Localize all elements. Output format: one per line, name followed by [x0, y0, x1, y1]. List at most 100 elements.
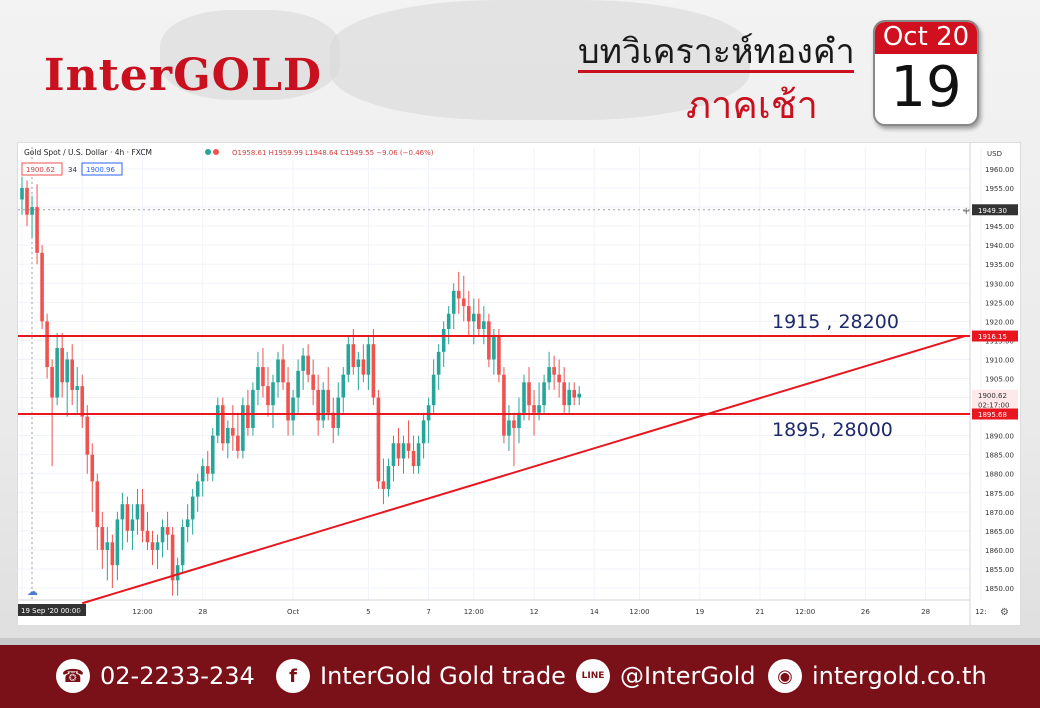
page-subtitle: ภาคเช้า	[686, 85, 818, 127]
x-tick-label: 12:	[975, 608, 986, 616]
candle-body	[356, 359, 361, 368]
price-label: 1900.62	[978, 392, 1007, 400]
y-tick-label: 1930.00	[985, 280, 1014, 288]
calendar-date-badge: Oct 20 19	[873, 20, 979, 126]
candle-body	[175, 565, 180, 581]
x-tick-label: 23	[78, 608, 87, 616]
line-id: @InterGold	[620, 662, 756, 690]
candle-body	[205, 466, 210, 474]
y-tick-label: 1955.00	[985, 185, 1014, 193]
market-status-icon	[213, 149, 219, 155]
candle-body	[286, 382, 290, 421]
candle-body	[291, 397, 295, 421]
candle-body	[90, 454, 95, 482]
candle-body	[381, 481, 386, 489]
candle-body	[562, 382, 566, 406]
y-tick-label: 1920.00	[985, 318, 1014, 326]
candle-body	[346, 344, 351, 375]
footer-bar	[0, 645, 1040, 708]
candle-body	[466, 306, 471, 322]
candle-body	[35, 207, 39, 253]
y-tick-label: 1960.00	[985, 166, 1014, 174]
candle-body	[547, 367, 551, 383]
candle-body	[281, 359, 285, 383]
y-tick-label: 1855.00	[985, 566, 1014, 574]
candle-body	[25, 188, 29, 215]
x-tick-label: 14	[590, 608, 599, 616]
candle-body	[301, 355, 305, 371]
price-label-box	[972, 389, 1018, 401]
candle-body	[537, 405, 541, 413]
candle-body	[266, 386, 270, 406]
y-tick-label: 1875.00	[985, 490, 1014, 498]
candle-body	[85, 416, 90, 455]
x-tick-label: 12:00	[464, 608, 484, 616]
price-label: 02:17:00	[978, 401, 1009, 409]
level-label: 1895, 28000	[772, 419, 893, 441]
settings-gear-icon: ⚙	[1000, 607, 1009, 618]
y-tick-label: 1870.00	[985, 509, 1014, 517]
candle-body	[110, 542, 115, 566]
candle-body	[552, 367, 556, 375]
candle-body	[497, 336, 501, 375]
candle-body	[190, 496, 195, 520]
candle-body	[200, 466, 205, 482]
symbol-title: Gold Spot / U.S. Dollar · 4h · FXCM	[24, 148, 152, 157]
price-label-box	[972, 204, 1018, 216]
x-tick-highlight	[18, 604, 86, 616]
y-tick-label: 1940.00	[985, 242, 1014, 250]
y-tick-label: 1905.00	[985, 376, 1014, 384]
cloud-icon: ☁	[27, 585, 38, 598]
y-tick-label: 1885.00	[985, 452, 1014, 460]
candle-body	[341, 374, 346, 398]
x-tick-label: 12:00	[132, 608, 152, 616]
candle-body	[215, 405, 220, 436]
footer-phone[interactable]: ☎ 02-2233-234	[56, 658, 255, 694]
footer-line[interactable]: LINE @InterGold	[576, 658, 756, 694]
bid-price: 1900.62	[26, 166, 55, 174]
y-tick-label: 1925.00	[985, 299, 1014, 307]
x-tick-label: 5	[366, 608, 370, 616]
candle-body	[246, 405, 250, 429]
candle-body	[145, 530, 150, 543]
candle-body	[155, 542, 160, 550]
candle-body	[231, 428, 235, 436]
candle-body	[75, 386, 80, 390]
footer-facebook[interactable]: f InterGold Gold trade	[276, 658, 566, 694]
x-tick-label: 19 Sep '20 00:00	[21, 607, 81, 615]
y-tick-label: 1890.00	[985, 433, 1014, 441]
candle-body	[50, 367, 54, 398]
candle-body	[276, 359, 280, 383]
candle-body	[160, 527, 165, 543]
candle-body	[30, 207, 34, 215]
candle-body	[125, 504, 130, 531]
candle-body	[567, 389, 571, 406]
candle-body	[165, 527, 170, 535]
candle-body	[577, 393, 582, 398]
candle-body	[431, 374, 436, 406]
candle-body	[185, 519, 190, 528]
line-icon: LINE	[576, 659, 610, 693]
candle-body	[331, 412, 336, 429]
price-label-box	[972, 408, 1018, 420]
candle-body	[376, 397, 381, 482]
footer-website[interactable]: ◉ intergold.co.th	[768, 658, 987, 694]
x-tick-label: 7	[426, 608, 430, 616]
facebook-name: InterGold Gold trade	[320, 662, 566, 690]
candle-body	[406, 443, 411, 451]
candle-body	[502, 374, 506, 436]
page-title: บทวิเคราะห์ทองคำ	[578, 33, 855, 71]
candle-body	[391, 443, 396, 467]
y-tick-label: 1850.00	[985, 585, 1014, 593]
level-label: 1915 , 28200	[772, 311, 899, 333]
x-tick-label: Oct	[287, 608, 299, 616]
candle-body	[366, 344, 371, 375]
ask-price: 1900.96	[86, 166, 115, 174]
candle-body	[401, 443, 406, 459]
x-tick-label: 28	[198, 608, 207, 616]
candle-body	[271, 382, 275, 406]
phone-icon: ☎	[56, 659, 90, 693]
x-tick-label: 19	[695, 608, 704, 616]
candle-body	[487, 321, 491, 360]
world-map-decoration	[330, 0, 750, 120]
